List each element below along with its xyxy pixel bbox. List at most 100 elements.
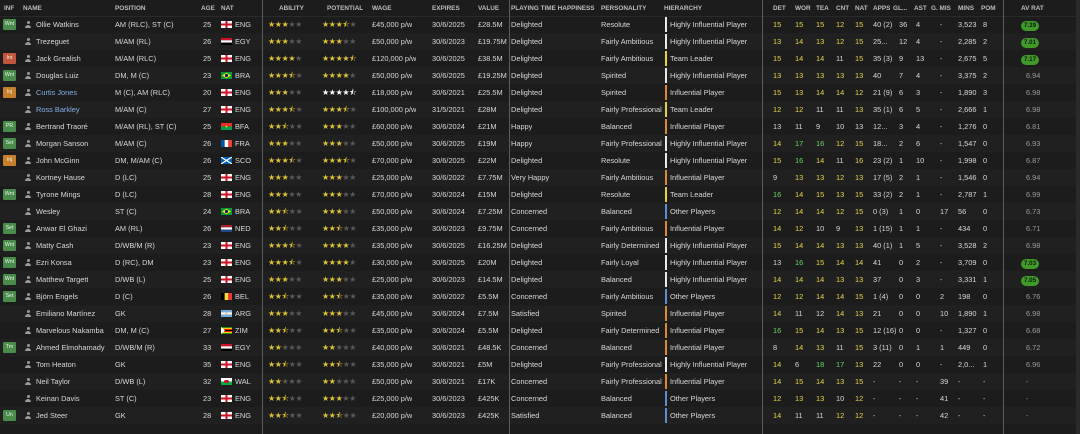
player-name[interactable]: John McGinn: [36, 156, 80, 165]
table-row[interactable]: Marvelous Nakamba DM, M (C) 27 ZIM ★★⯪★★ ★★⯪★…: [0, 322, 1080, 339]
info-badge[interactable]: Tm: [3, 342, 16, 353]
contract-expires: 30/6/2021: [432, 360, 465, 369]
table-row[interactable]: Tm Ahmed Elmohamady D/WB/M (R) 33 EGY ★★★★★ ★★…: [0, 339, 1080, 356]
col-det[interactable]: DET: [773, 5, 786, 12]
info-badge[interactable]: Un: [3, 410, 16, 421]
table-row[interactable]: Emiliano Martínez GK 28 ARG ★★★★★ ★★★★★ £45,00…: [0, 305, 1080, 322]
col-happiness[interactable]: PLAYING TIME HAPPINESS: [511, 5, 595, 12]
table-row[interactable]: PR Bertrand Traoré M/AM (RL), ST (C) 25 BFA ★…: [0, 118, 1080, 135]
info-badge[interactable]: Wnt: [3, 274, 16, 285]
col-gmis[interactable]: G. MIS: [931, 5, 951, 12]
col-age[interactable]: AGE: [201, 5, 215, 12]
col-expires[interactable]: EXPIRES: [432, 5, 460, 12]
table-row[interactable]: Trezeguet M/AM (RL) 26 EGY ★★★★★ ★★★★★ £50,000…: [0, 33, 1080, 50]
table-row[interactable]: Inj Curtis Jones M (C), AM (RLC) 20 ENG ★★★★★…: [0, 84, 1080, 101]
col-pom[interactable]: POM: [981, 5, 996, 12]
info-badge[interactable]: Wnt: [3, 257, 16, 268]
player-age: 26: [203, 156, 212, 165]
player-name[interactable]: Anwar El Ghazi: [36, 224, 87, 233]
info-badge[interactable]: Set: [3, 138, 16, 149]
playing-time-happiness: Happy: [511, 122, 533, 131]
player-name[interactable]: Ross Barkley: [36, 105, 80, 114]
contract-expires: 30/6/2023: [432, 394, 465, 403]
player-name[interactable]: Jed Steer: [36, 411, 68, 420]
col-mins[interactable]: MINS: [958, 5, 974, 12]
table-row[interactable]: Wnt Ezri Konsa D (RC), DM 23 ENG ★★★⯪★ ★★★★★ £3…: [0, 254, 1080, 271]
table-row[interactable]: Wnt Matthew Targett D/WB (L) 25 ENG ★★★★★ ★★★★…: [0, 271, 1080, 288]
table-row[interactable]: Int Jack Grealish M/AM (RLC) 25 ENG ★★★★★ ★★★★…: [0, 50, 1080, 67]
table-row[interactable]: Tom Heaton GK 35 ENG ★★⯪★★ ★★⯪★★ £35,000 p/w 30…: [0, 356, 1080, 373]
table-row[interactable]: Keinan Davis ST (C) 23 ENG ★★⯪★★ ★★★★★ £25,000…: [0, 390, 1080, 407]
table-row[interactable]: Set Morgan Sanson M/AM (C) 26 FRA ★★★★★ ★★★★★ £…: [0, 135, 1080, 152]
player-name[interactable]: Keinan Davis: [36, 394, 80, 403]
player-position: D (RC), DM: [115, 258, 154, 267]
player-name[interactable]: Douglas Luiz: [36, 71, 79, 80]
player-name[interactable]: Neil Taylor: [36, 377, 71, 386]
table-row[interactable]: Wnt Ollie Watkins AM (RLC), ST (C) 25 ENG ★★★…: [0, 16, 1080, 33]
stat-goals: 1: [899, 241, 904, 250]
table-row[interactable]: Wnt Tyrone Mings D (LC) 28 ENG ★★★★★ ★★★★★ £70,…: [0, 186, 1080, 203]
player-name[interactable]: Tyrone Mings: [36, 190, 81, 199]
attr-wor: 15: [795, 377, 804, 386]
info-badge[interactable]: Inj: [3, 155, 16, 166]
player-name[interactable]: Curtis Jones: [36, 88, 78, 97]
col-goals[interactable]: GL...: [893, 5, 908, 12]
table-row[interactable]: Wnt Douglas Luiz DM, M (C) 23 BRA ★★★⯪★ ★★★★★ £…: [0, 67, 1080, 84]
col-inf[interactable]: INF: [4, 5, 15, 12]
info-badge[interactable]: Set: [3, 223, 16, 234]
vertical-scrollbar[interactable]: [1076, 0, 1080, 434]
info-badge[interactable]: Wnt: [3, 19, 16, 30]
player-icon: [25, 21, 31, 28]
info-badge[interactable]: Inj: [3, 87, 16, 98]
table-row[interactable]: Set Anwar El Ghazi AM (RL) 26 NED ★★⯪★★ ★★⯪★★ £…: [0, 220, 1080, 237]
col-tea[interactable]: TEA: [816, 5, 829, 12]
table-row[interactable]: Inj John McGinn DM, M/AM (C) 26 SCO ★★★⯪★ ★★★⯪…: [0, 152, 1080, 169]
col-wage[interactable]: WAGE: [372, 5, 392, 12]
player-name[interactable]: Ollie Watkins: [36, 20, 79, 29]
col-wor[interactable]: WOR: [795, 5, 811, 12]
info-badge[interactable]: Set: [3, 291, 16, 302]
col-nat[interactable]: NAT: [221, 5, 234, 12]
col-hierarchy[interactable]: HIERARCHY: [664, 5, 702, 12]
table-row[interactable]: Wesley ST (C) 24 BRA ★★⯪★★ ★★★★★ £50,000 p/w 30…: [0, 203, 1080, 220]
attr-nat2: 13: [855, 122, 864, 131]
info-badge[interactable]: PR: [3, 121, 16, 132]
info-badge[interactable]: Int: [3, 53, 16, 64]
player-name[interactable]: Jack Grealish: [36, 54, 81, 63]
player-name[interactable]: Ezri Konsa: [36, 258, 72, 267]
player-name[interactable]: Kortney Hause: [36, 173, 85, 182]
stat-goals: 1: [899, 156, 904, 165]
player-name[interactable]: Wesley: [36, 207, 61, 216]
table-row[interactable]: Neil Taylor D/WB (L) 32 WAL ★★★★★ ★★★★★ £50,00…: [0, 373, 1080, 390]
table-row[interactable]: Wnt Matty Cash D/WB/M (R) 23 ENG ★★★⯪★ ★★★★★ £3…: [0, 237, 1080, 254]
col-position[interactable]: POSITION: [115, 5, 146, 12]
table-row[interactable]: Kortney Hause D (LC) 25 ENG ★★★★★ ★★★★★ £25,00…: [0, 169, 1080, 186]
player-name[interactable]: Morgan Sanson: [36, 139, 89, 148]
col-personality[interactable]: PERSONALITY: [601, 5, 647, 12]
player-name[interactable]: Ahmed Elmohamady: [36, 343, 105, 352]
info-badge[interactable]: Wnt: [3, 70, 16, 81]
col-cnt[interactable]: CNT: [836, 5, 850, 12]
col-name[interactable]: NAME: [23, 5, 42, 12]
info-badge[interactable]: Wnt: [3, 189, 16, 200]
player-name[interactable]: Marvelous Nakamba: [36, 326, 104, 335]
col-ast[interactable]: AST: [914, 5, 927, 12]
col-value[interactable]: VALUE: [478, 5, 500, 12]
player-name[interactable]: Matty Cash: [36, 241, 74, 250]
player-name[interactable]: Emiliano Martínez: [36, 309, 96, 318]
attr-tea: 14: [816, 326, 825, 335]
info-badge[interactable]: Wnt: [3, 240, 16, 251]
player-name[interactable]: Matthew Targett: [36, 275, 89, 284]
player-name[interactable]: Trezeguet: [36, 37, 70, 46]
table-row[interactable]: Un Jed Steer GK 28 ENG ★★⯪★★ ★★⯪★★ £20,000 p/w 3…: [0, 407, 1080, 424]
col-av-rat[interactable]: AV RAT: [1021, 5, 1044, 12]
player-name[interactable]: Bertrand Traoré: [36, 122, 88, 131]
col-ability[interactable]: ABILITY: [279, 5, 304, 12]
table-row[interactable]: Set Björn Engels D (C) 26 BEL ★★⯪★★ ★★⯪★★ £35,0…: [0, 288, 1080, 305]
col-potential[interactable]: POTENTIAL: [327, 5, 364, 12]
col-apps[interactable]: APPS: [873, 5, 891, 12]
col-nat2[interactable]: NAT: [855, 5, 868, 12]
player-name[interactable]: Tom Heaton: [36, 360, 76, 369]
table-row[interactable]: Ross Barkley M/AM (C) 27 ENG ★★★⯪★ ★★★⯪★ £100,…: [0, 101, 1080, 118]
player-name[interactable]: Björn Engels: [36, 292, 78, 301]
